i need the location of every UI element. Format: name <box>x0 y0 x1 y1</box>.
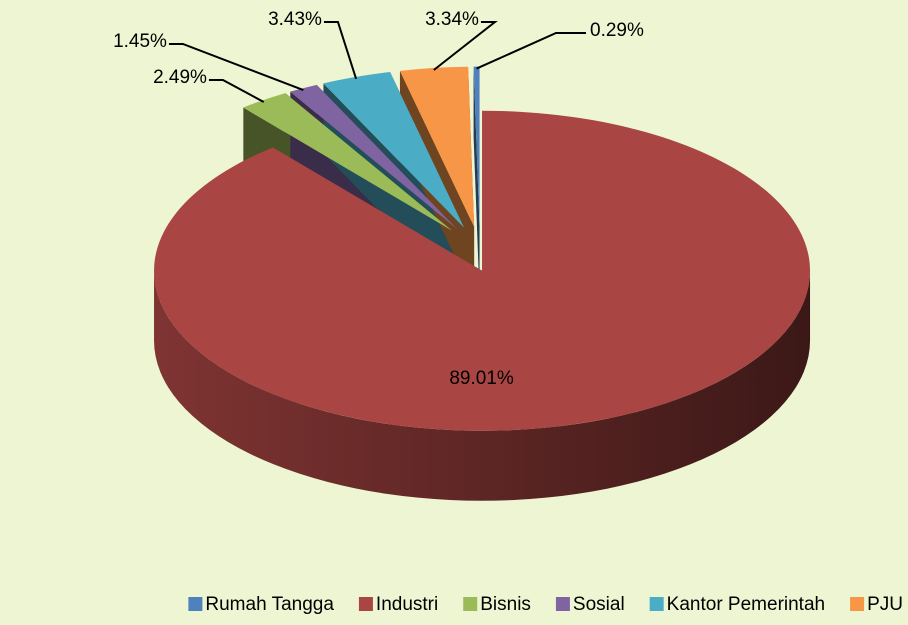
slice <box>473 66 480 227</box>
legend-swatch <box>555 597 570 611</box>
legend-label: Rumah Tangga <box>205 594 334 615</box>
data-label: 0.29% <box>590 20 644 41</box>
data-label: 2.49% <box>153 67 207 88</box>
data-label: 89.01% <box>449 368 514 389</box>
leader-line <box>323 21 358 80</box>
slice <box>323 72 465 228</box>
legend-swatch <box>850 597 865 611</box>
data-label: 1.45% <box>113 31 167 52</box>
slice <box>243 93 453 231</box>
legend-label: PJU <box>867 594 903 615</box>
legend-label: Bisnis <box>480 594 531 615</box>
data-label: 3.34% <box>425 9 479 30</box>
leader-line <box>168 43 304 92</box>
slice <box>399 66 475 227</box>
legend: Rumah Tangga Industri Bisnis Sosial Kantor P… <box>188 594 903 615</box>
slice <box>154 110 811 431</box>
slice-tops <box>154 66 811 431</box>
legend-swatch <box>188 597 203 611</box>
slice <box>290 84 458 230</box>
legend-swatch <box>649 597 664 611</box>
legend-label: Sosial <box>573 594 625 615</box>
slice-side <box>473 66 480 297</box>
leader-line <box>433 21 498 71</box>
legend-swatch <box>463 597 478 611</box>
legend-swatch <box>358 597 373 611</box>
slice-wall <box>154 270 811 501</box>
labels: 0.29% 89.01% 2.49% 1.45% 3.43% 3.34% <box>113 9 644 389</box>
leader-line <box>208 79 265 103</box>
data-label: 3.43% <box>268 9 322 30</box>
leader-line <box>476 32 586 70</box>
legend-label: Industri <box>376 594 438 615</box>
legend-label: Kantor Pemerintah <box>667 594 825 615</box>
